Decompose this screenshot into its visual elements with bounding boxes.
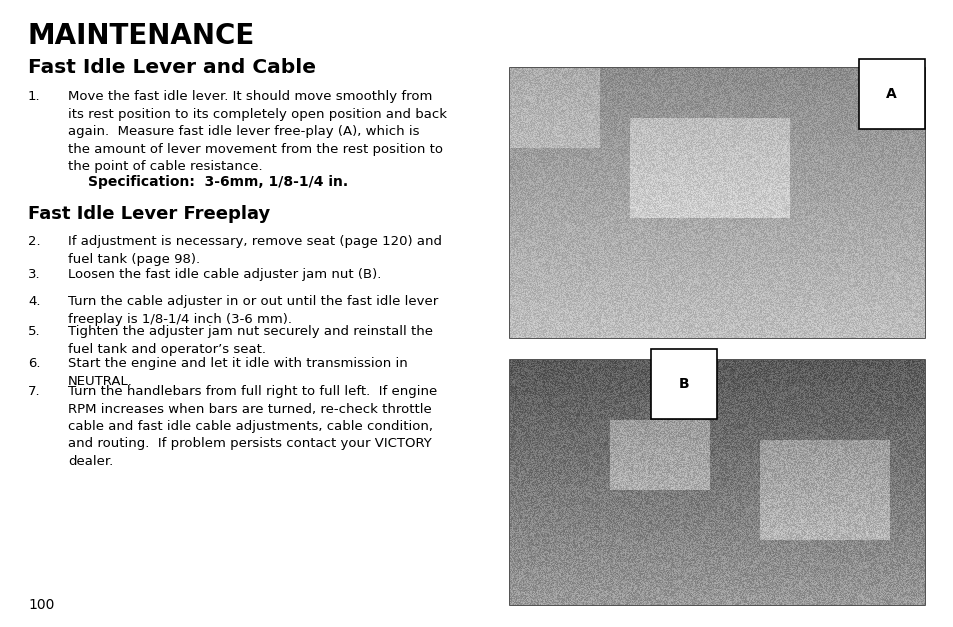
Text: Start the engine and let it idle with transmission in
NEUTRAL.: Start the engine and let it idle with tr… [68, 357, 407, 387]
Text: A: A [885, 87, 896, 101]
Text: Fast Idle Lever Freeplay: Fast Idle Lever Freeplay [28, 205, 270, 223]
Text: 7.: 7. [28, 385, 41, 398]
Text: MAINTENANCE: MAINTENANCE [28, 22, 255, 50]
Text: 2.: 2. [28, 235, 41, 248]
Text: Turn the handlebars from full right to full left.  If engine
RPM increases when : Turn the handlebars from full right to f… [68, 385, 436, 468]
Text: 1.: 1. [28, 90, 41, 103]
Text: 100: 100 [28, 598, 54, 612]
Bar [510, 360, 924, 605]
Text: If adjustment is necessary, remove seat (page 120) and
fuel tank (page 98).: If adjustment is necessary, remove seat … [68, 235, 441, 265]
Text: 3.: 3. [28, 268, 41, 281]
Bar [510, 68, 924, 338]
Text: 4.: 4. [28, 295, 40, 308]
Text: Specification:  3-6mm, 1/8-1/4 in.: Specification: 3-6mm, 1/8-1/4 in. [88, 175, 348, 189]
Text: 5.: 5. [28, 325, 41, 338]
Text: 6.: 6. [28, 357, 40, 370]
Text: Loosen the fast idle cable adjuster jam nut (B).: Loosen the fast idle cable adjuster jam … [68, 268, 381, 281]
Text: Tighten the adjuster jam nut securely and reinstall the
fuel tank and operator’s: Tighten the adjuster jam nut securely an… [68, 325, 433, 356]
Text: Fast Idle Lever and Cable: Fast Idle Lever and Cable [28, 58, 315, 77]
Text: B: B [679, 377, 689, 391]
Text: Move the fast idle lever. It should move smoothly from
its rest position to its : Move the fast idle lever. It should move… [68, 90, 447, 173]
Text: Turn the cable adjuster in or out until the fast idle lever
freeplay is 1/8-1/4 : Turn the cable adjuster in or out until … [68, 295, 437, 325]
